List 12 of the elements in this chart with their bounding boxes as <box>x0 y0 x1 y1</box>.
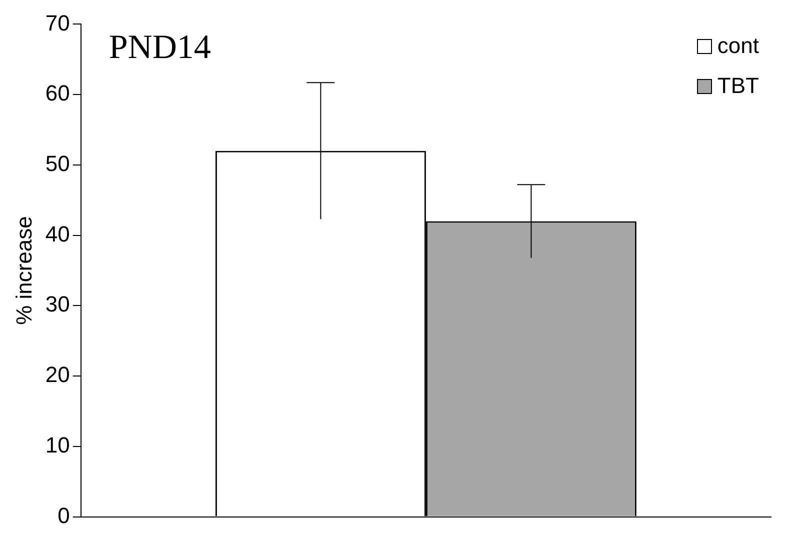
y-tick-label: 40 <box>45 221 70 246</box>
y-tick-label: 60 <box>45 80 70 106</box>
chart-title: PND14 <box>108 29 211 66</box>
y-tick-label: 70 <box>45 10 70 36</box>
y-tick-label: 20 <box>45 362 70 388</box>
y-tick-label: 0 <box>58 502 70 528</box>
y-axis-title: % increase <box>11 216 36 325</box>
y-tick-label: 30 <box>45 292 70 317</box>
y-tick-label: 10 <box>45 432 70 458</box>
legend-label: TBT <box>717 73 759 99</box>
text: cont <box>717 33 759 59</box>
y-tick-label: 50 <box>45 151 70 176</box>
